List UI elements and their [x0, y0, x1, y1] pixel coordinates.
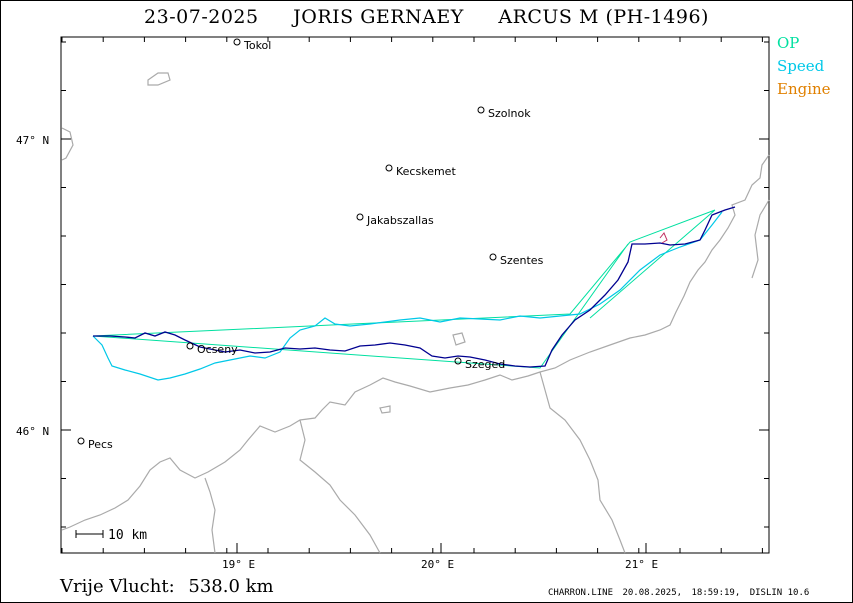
country-borders	[61, 72, 770, 554]
footer-software: DISLIN 10.6	[749, 588, 810, 598]
free-flight-summary: Vrije Vlucht: 538.0 km	[60, 576, 274, 597]
scale-label: 10 km	[108, 528, 147, 543]
town-label-ocseny: Ocseny	[197, 343, 238, 356]
town-marker	[356, 213, 364, 221]
footer-file: CHARRON.LINE	[548, 588, 614, 598]
lat-label-46: 46° N	[16, 425, 49, 438]
optimized-route	[92, 209, 716, 369]
lat-label-47: 47° N	[16, 134, 49, 147]
axis-ticks	[61, 37, 769, 553]
summary-distance: 538.0 km	[188, 576, 274, 597]
legend-engine: Engine	[777, 80, 831, 98]
footer-date: 20.08.2025,	[622, 588, 683, 598]
town-marker	[489, 253, 497, 261]
lon-label-21: 21° E	[625, 558, 658, 571]
speed-track	[92, 211, 723, 381]
town-marker	[186, 342, 194, 350]
town-marker	[233, 38, 241, 46]
town-label-szeged: Szeged	[465, 358, 505, 371]
town-label-szentes: Szentes	[500, 254, 544, 267]
scale-bar	[75, 530, 104, 538]
glider-name: ARCUS M (PH-1496)	[498, 6, 709, 28]
plot-frame	[60, 36, 770, 554]
town-label-szolnok: Szolnok	[488, 107, 531, 120]
town-markers: Tokol Szolnok Kecskemet Jakabszallas Szentes…	[77, 38, 544, 451]
lon-label-20: 20° E	[421, 558, 454, 571]
legend-op: OP	[777, 34, 800, 52]
footer-time: 18:59:19,	[691, 588, 741, 598]
summary-label: Vrije Vlucht:	[60, 576, 175, 597]
flight-track	[93, 206, 736, 368]
flight-title: 23-07-2025 JORIS GERNAEY ARCUS M (PH-149…	[0, 6, 853, 28]
town-label-kecskemet: Kecskemet	[396, 165, 456, 178]
flight-date: 23-07-2025	[144, 6, 259, 28]
town-marker	[385, 164, 393, 172]
town-marker	[77, 437, 85, 445]
town-marker	[454, 357, 462, 365]
engine-marks	[659, 232, 668, 244]
town-label-jakabszallas: Jakabszallas	[366, 214, 434, 227]
lon-label-19: 19° E	[222, 558, 255, 571]
legend-speed: Speed	[777, 57, 825, 75]
town-label-pecs: Pecs	[88, 438, 113, 451]
town-label-tokol: Tokol	[243, 39, 271, 52]
plot-footer: CHARRON.LINE 20.08.2025, 18:59:19, DISLI…	[548, 588, 813, 598]
town-marker	[477, 106, 485, 114]
pilot-name: JORIS GERNAEY	[293, 6, 464, 28]
